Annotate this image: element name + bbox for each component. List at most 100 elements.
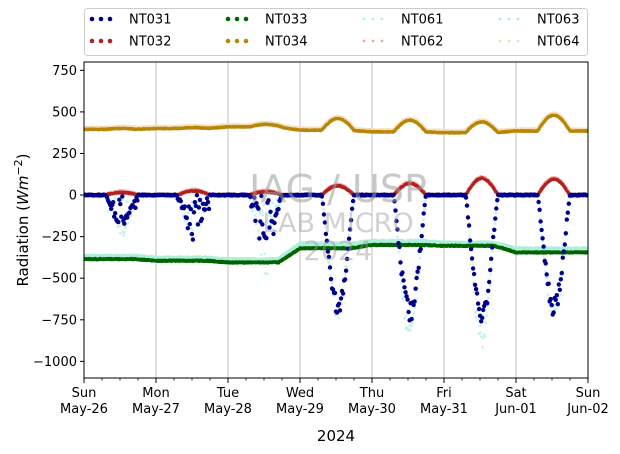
data-point: [328, 273, 332, 277]
data-point: [113, 197, 117, 201]
legend-entry: NT064: [498, 35, 579, 50]
data-point: [493, 221, 497, 225]
data-point: [485, 314, 488, 318]
legend-marker: [89, 16, 95, 22]
legend-marker: [516, 17, 520, 21]
legend-marker: [507, 17, 511, 21]
legend-label: NT063: [537, 13, 579, 28]
data-point: [253, 213, 257, 217]
data-point: [402, 296, 406, 299]
data-point: [483, 334, 487, 338]
legend-marker: [234, 38, 240, 44]
data-point: [489, 273, 493, 276]
data-point: [403, 316, 406, 320]
data-point: [321, 199, 324, 203]
legend-label: NT031: [129, 13, 171, 28]
data-point: [491, 250, 495, 253]
data-point: [495, 202, 499, 206]
legend-label: NT061: [401, 13, 443, 28]
legend-marker: [234, 16, 240, 22]
data-point: [321, 207, 325, 211]
legend-box: [84, 8, 588, 56]
legend-marker: [98, 16, 104, 22]
data-point: [487, 297, 490, 300]
data-point: [272, 209, 276, 213]
data-point: [260, 209, 264, 213]
data-point: [190, 200, 194, 204]
legend-marker: [225, 38, 231, 44]
legend-marker: [371, 17, 375, 21]
legend-marker: [243, 38, 249, 44]
data-point: [423, 199, 427, 203]
data-point: [258, 212, 262, 216]
legend-entry: NT034: [225, 35, 307, 50]
data-point: [415, 297, 418, 301]
data-point: [350, 210, 354, 214]
data-point: [400, 290, 404, 294]
data-point: [418, 256, 422, 260]
data-point: [114, 194, 118, 198]
legend-marker: [89, 38, 95, 44]
data-point: [538, 216, 542, 220]
legend-marker: [380, 17, 384, 21]
legend-entry: NT033: [225, 13, 307, 28]
data-point: [410, 324, 413, 328]
data-point: [345, 265, 349, 269]
data-point: [546, 293, 550, 297]
legend-marker: [362, 17, 366, 21]
data-point: [412, 311, 416, 314]
legend-entry: NT061: [362, 13, 443, 28]
data-point: [323, 225, 327, 229]
data-point: [474, 316, 478, 319]
data-point: [478, 324, 482, 328]
legend-marker: [225, 16, 231, 22]
data-point: [207, 203, 211, 207]
legend-entry: NT063: [498, 13, 579, 28]
data-point: [271, 228, 275, 231]
data-point: [409, 328, 412, 332]
data-point: [494, 211, 498, 215]
data-point: [263, 252, 266, 256]
data-point: [257, 229, 260, 233]
legend-marker: [498, 17, 502, 21]
data-point: [264, 220, 268, 224]
data-point: [337, 316, 341, 320]
data-point: [259, 253, 263, 256]
data-point: [541, 239, 545, 243]
data-point: [277, 204, 281, 208]
data-point: [328, 262, 331, 265]
data-point: [484, 321, 488, 324]
data-point: [405, 326, 409, 329]
legend-entry: NT032: [89, 35, 171, 50]
data-point: [422, 218, 425, 222]
data-layer: [84, 111, 588, 349]
legend-marker: [107, 16, 113, 22]
data-point: [539, 224, 543, 227]
data-point: [251, 209, 254, 213]
data-point: [275, 198, 279, 202]
data-point: [261, 213, 265, 217]
data-point: [126, 221, 130, 225]
data-point: [480, 345, 484, 349]
data-point: [558, 292, 562, 296]
data-point: [186, 211, 190, 215]
data-point: [330, 281, 334, 285]
legend-entry: NT031: [89, 13, 171, 28]
data-point: [554, 307, 558, 311]
legend-marker: [380, 39, 384, 43]
data-point: [182, 213, 186, 216]
data-point: [118, 224, 121, 228]
data-point: [334, 314, 337, 317]
legend-label: NT033: [265, 13, 307, 28]
data-point: [488, 284, 492, 288]
data-point: [396, 235, 399, 239]
data-point: [265, 272, 269, 276]
data-point: [125, 200, 129, 204]
legend-marker: [243, 16, 249, 22]
legend-marker: [362, 39, 366, 43]
data-point: [123, 230, 126, 234]
data-point: [542, 254, 545, 258]
data-point: [254, 222, 258, 226]
data-point: [106, 210, 110, 213]
